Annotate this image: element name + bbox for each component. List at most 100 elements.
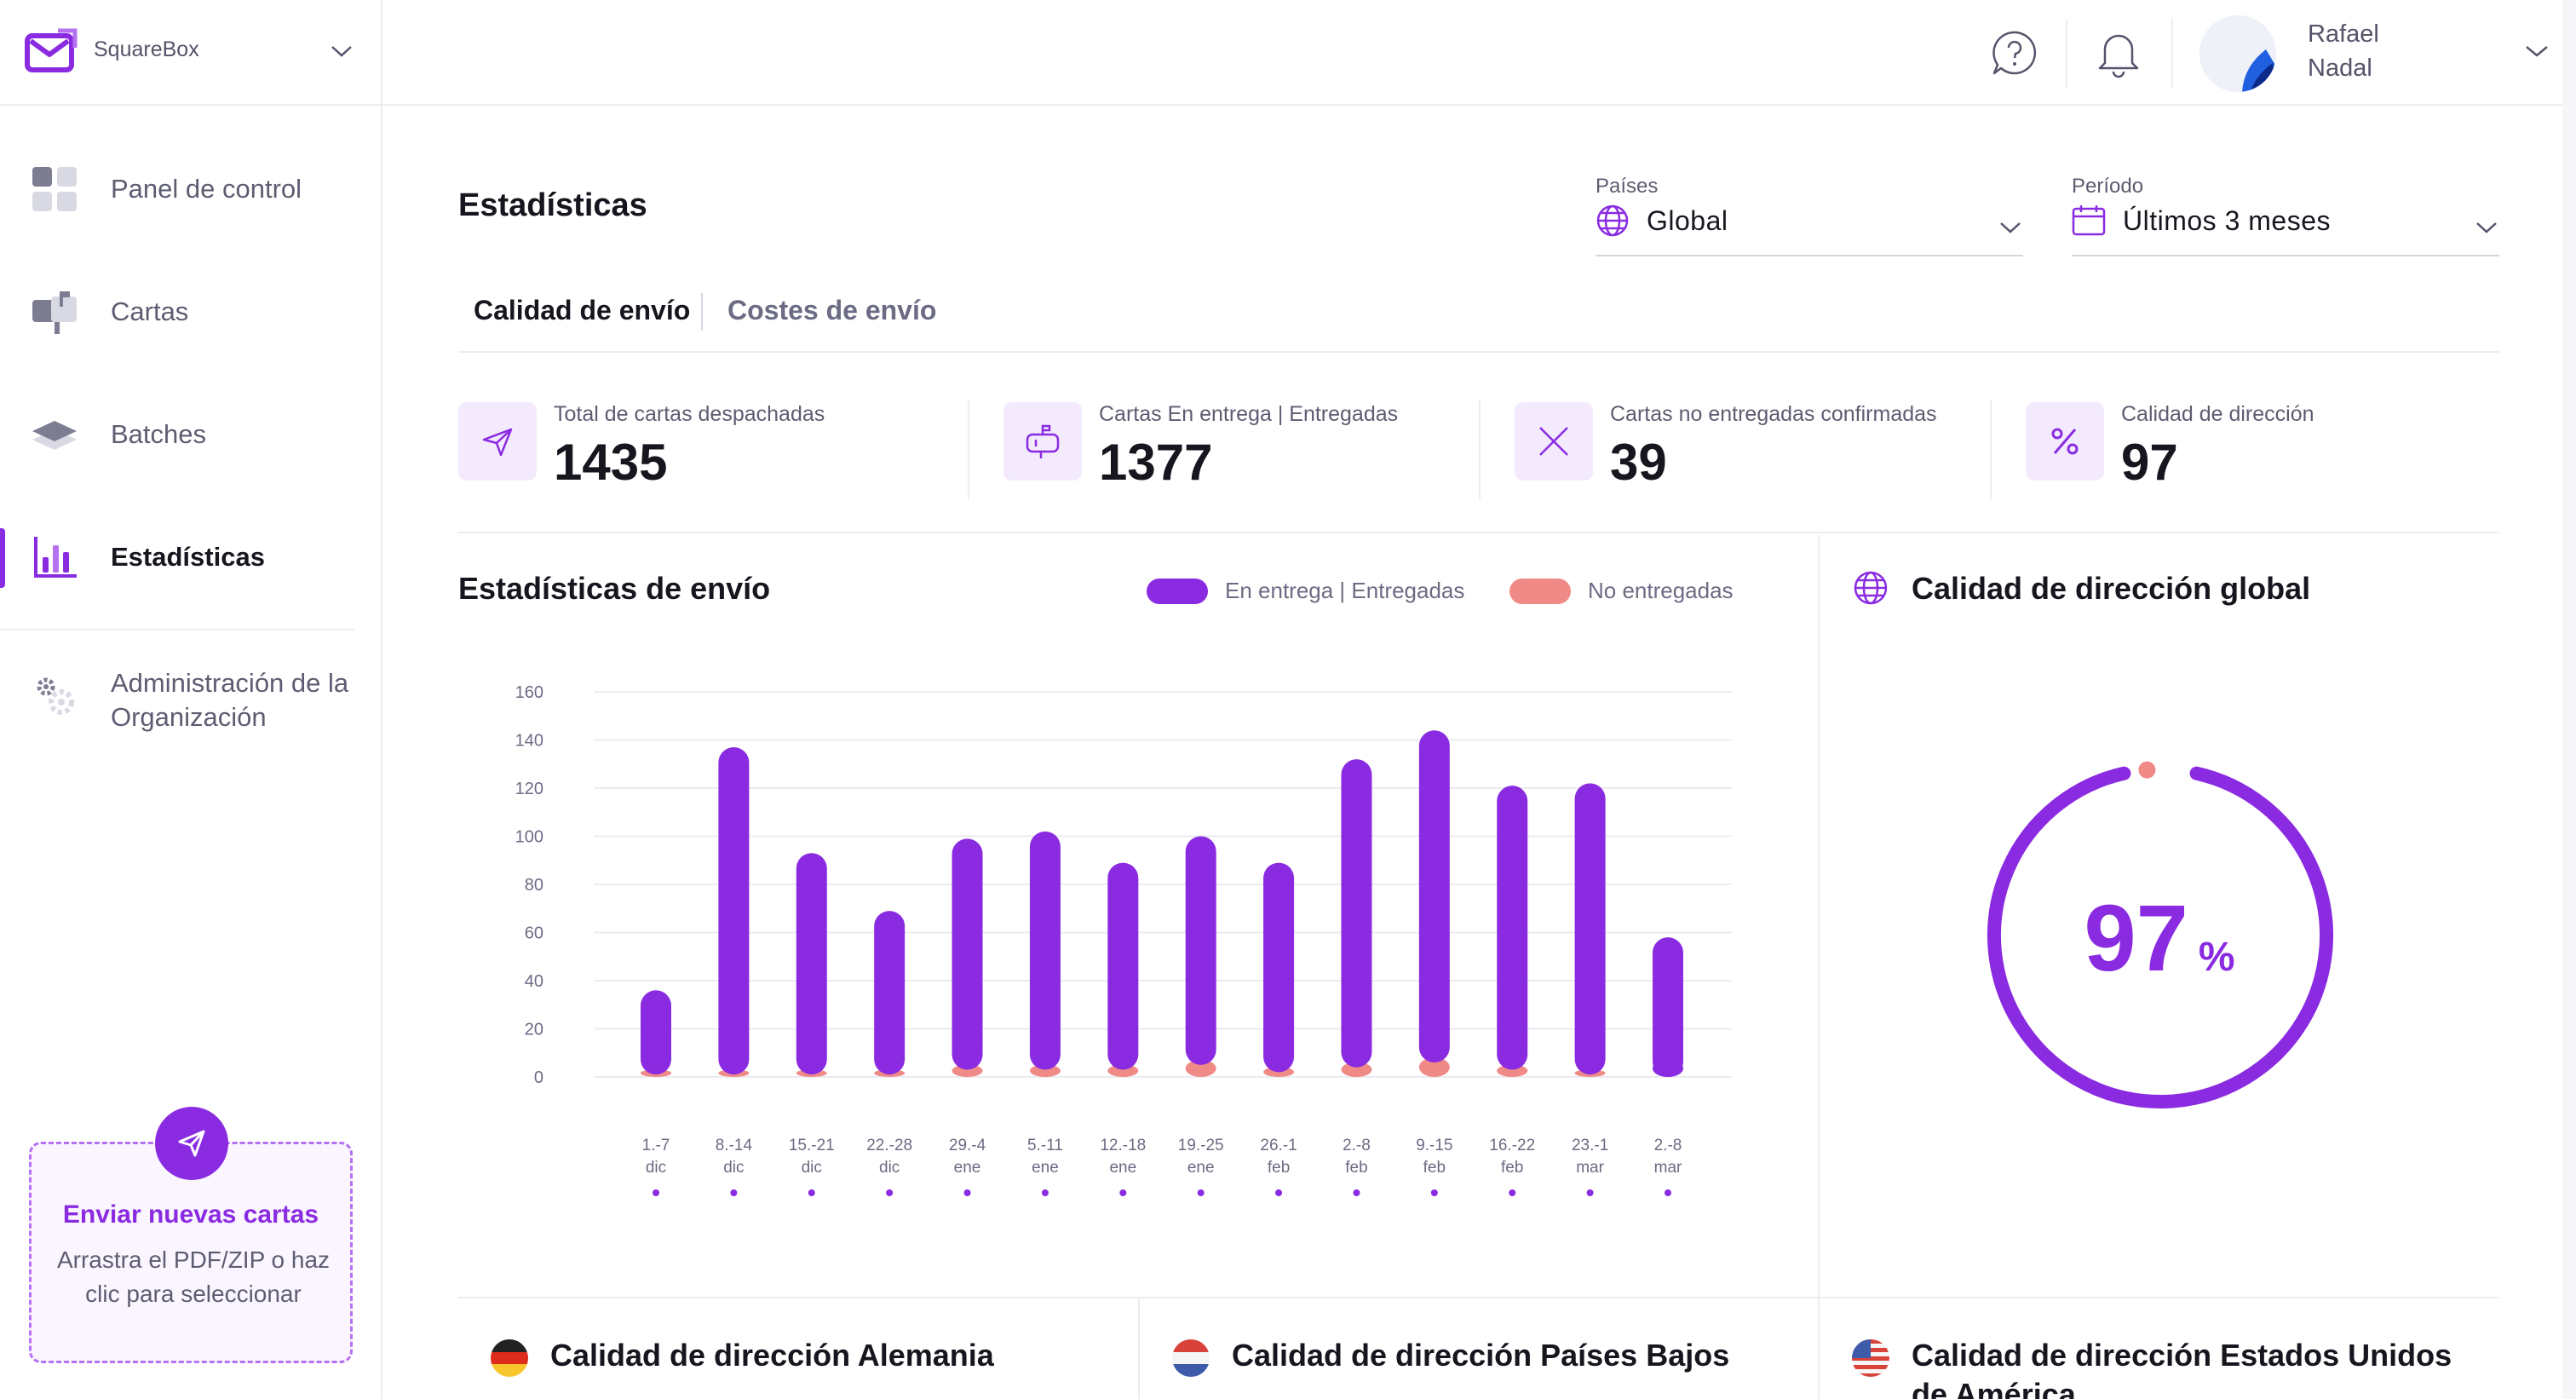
gauge-number: 97	[2084, 886, 2188, 991]
kpi-value: 1377	[1099, 434, 1213, 491]
x-tick-label: 5.-11	[1027, 1137, 1063, 1154]
y-tick-label: 100	[515, 828, 543, 847]
bell-icon[interactable]	[2095, 27, 2142, 78]
x-tick-label: dic	[879, 1159, 900, 1177]
tab-costes-de-envio[interactable]: Costes de envío	[727, 295, 937, 325]
bar-delivered	[1497, 786, 1528, 1070]
usa-flag-icon	[1852, 1339, 1889, 1377]
y-tick-label: 20	[525, 1021, 543, 1039]
x-tick-marker	[1509, 1189, 1516, 1196]
chevron-down-icon	[2476, 222, 2497, 233]
country-card-title: Calidad de dirección Estados Unidos de A…	[1912, 1338, 2452, 1399]
x-tick-marker	[1353, 1189, 1360, 1196]
kpi-divider	[968, 400, 969, 499]
organization-name: SquareBox	[94, 37, 199, 61]
sidebar-item-cartas[interactable]: Cartas	[0, 250, 382, 373]
country-select-label: Países	[1596, 175, 1659, 198]
kpi-label: Cartas En entrega | Entregadas	[1099, 402, 1399, 426]
x-tick-label: 26.-1	[1260, 1137, 1297, 1154]
kpi-divider	[1479, 400, 1481, 499]
calendar-icon	[2072, 205, 2106, 236]
avatar-image	[2199, 15, 2276, 92]
sidebar-item-administracion[interactable]: Administración de la Organización	[0, 656, 382, 758]
stats-tabs: Calidad de envío Costes de envío	[458, 281, 2499, 353]
shipping-bar-chart: 0 20 40 60 80 100 120 140 160 1.-7 dic 8.-14 dic 15.-…	[515, 683, 1732, 1196]
upload-send-button[interactable]	[155, 1107, 228, 1180]
bar-delivered	[1107, 862, 1139, 1070]
user-name[interactable]: Rafael Nadal	[2308, 17, 2379, 85]
x-tick-label: 29.-4	[949, 1137, 986, 1154]
x-tick-label: feb	[1423, 1159, 1446, 1177]
bar-delivered	[718, 746, 750, 1075]
x-tick-label: 2.-8	[1654, 1137, 1682, 1154]
chevron-down-icon	[2000, 222, 2021, 233]
gauge-unit: %	[2198, 935, 2235, 980]
x-tick-marker	[653, 1189, 659, 1196]
kpi-no-entregadas: Cartas no entregadas confirmadas 39	[1515, 402, 1992, 496]
bar-undelivered	[1029, 1064, 1061, 1077]
x-tick-label: 9.-15	[1416, 1137, 1452, 1154]
x-tick-marker	[1197, 1189, 1205, 1196]
page-scrollbar[interactable]	[2562, 0, 2576, 1399]
top-bar: Rafael Nadal	[382, 0, 2576, 106]
x-tick-marker	[730, 1189, 738, 1196]
organization-switcher[interactable]: SquareBox	[0, 0, 382, 106]
chevron-down-icon[interactable]	[329, 43, 354, 60]
mailbox-icon	[1026, 424, 1060, 458]
x-tick-label: mar	[1654, 1159, 1682, 1177]
upload-dropzone[interactable]: Enviar nuevas cartas Arrastra el PDF/ZIP…	[29, 1107, 353, 1363]
germany-flag-icon	[491, 1339, 528, 1377]
legend-swatch-undelivered	[1509, 578, 1571, 604]
x-tick-label: 22.-28	[866, 1137, 912, 1154]
bar-delivered	[874, 911, 906, 1075]
x-tick-label: ene	[1032, 1159, 1059, 1177]
sidebar-divider	[0, 629, 354, 630]
legend-swatch-delivered	[1147, 578, 1208, 604]
user-first-name: Rafael	[2308, 20, 2379, 48]
x-tick-label: feb	[1345, 1159, 1367, 1177]
x-tick-label: feb	[1501, 1159, 1523, 1177]
bar-undelivered	[1341, 1062, 1372, 1077]
period-select-label: Período	[2072, 175, 2144, 198]
netherlands-flag-icon	[1172, 1339, 1210, 1377]
kpi-en-entrega: Cartas En entrega | Entregadas 1377	[1003, 402, 1481, 496]
address-quality-gauge	[1987, 761, 2333, 1108]
kpi-value: 39	[1610, 434, 1667, 491]
sidebar-item-batches[interactable]: Batches	[0, 373, 382, 496]
kpi-row: Total de cartas despachadas 1435 Cartas …	[458, 383, 2499, 533]
y-tick-label: 0	[534, 1068, 543, 1087]
country-card-title: Calidad de dirección Países Bajos	[1232, 1338, 1730, 1373]
sidebar-item-estadisticas[interactable]: Estadísticas	[0, 496, 382, 619]
squarebox-logo-icon	[25, 28, 78, 72]
bar-delivered	[1029, 831, 1061, 1070]
chevron-down-icon[interactable]	[2523, 43, 2550, 60]
x-tick-label: 23.-1	[1572, 1137, 1608, 1154]
bar-undelivered	[952, 1064, 983, 1077]
avatar[interactable]	[2199, 15, 2276, 92]
x-tick-label: ene	[1187, 1159, 1215, 1177]
period-select[interactable]: Período Últimos 3 meses	[2072, 175, 2499, 256]
x-tick-marker	[963, 1189, 971, 1196]
bar-delivered	[1574, 783, 1606, 1075]
upload-instructions: Arrastra el PDF/ZIP o haz clic para sele…	[56, 1246, 331, 1307]
bar-delivered	[1185, 836, 1216, 1065]
bar-delivered	[641, 990, 671, 1075]
bar-delivered	[952, 838, 983, 1070]
country-card-germany: Calidad de dirección Alemania	[458, 1298, 1138, 1399]
x-tick-marker	[1430, 1189, 1438, 1196]
tab-calidad-de-envio[interactable]: Calidad de envío	[474, 295, 691, 325]
legend-label: En entrega | Entregadas	[1225, 578, 1465, 603]
x-tick-label: 12.-18	[1100, 1137, 1146, 1154]
x-tick-marker	[1119, 1189, 1127, 1196]
kpi-icon-box	[2026, 402, 2104, 481]
x-tick-marker	[886, 1189, 894, 1196]
country-select[interactable]: Países Global	[1596, 175, 2023, 256]
kpi-label: Calidad de dirección	[2121, 402, 2314, 426]
help-icon[interactable]	[1991, 29, 2038, 77]
sidebar-item-panel-de-control[interactable]: Panel de control	[0, 128, 382, 250]
kpi-icon-box	[1515, 402, 1593, 481]
globe-icon	[1854, 571, 1888, 605]
card-divider	[1818, 1298, 1820, 1399]
x-tick-marker	[1665, 1189, 1671, 1196]
section-divider	[458, 1297, 2499, 1298]
